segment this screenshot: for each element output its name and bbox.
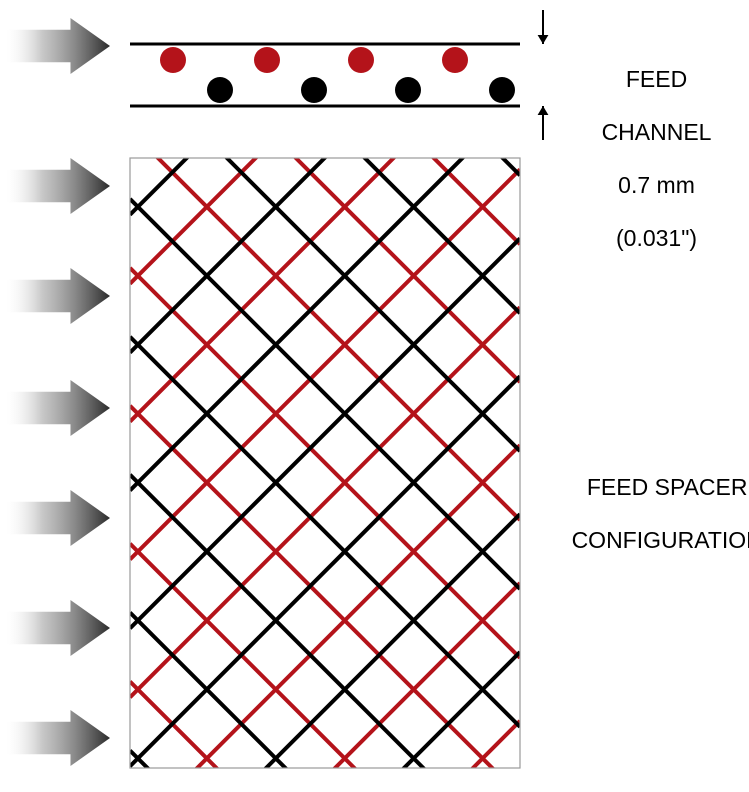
flow-arrow-icon [6,710,110,766]
feed-spacer-label-l1: FEED SPACER [587,474,748,500]
channel-black-dot [489,77,515,103]
flow-arrow-icon [6,600,110,656]
flow-arrow-icon [6,490,110,546]
channel-red-dot [442,47,468,73]
dimension-arrow-icon [538,106,549,115]
flow-arrow-icon [6,18,110,74]
mesh-line-red [130,721,520,792]
flow-arrow-icon [6,380,110,436]
mesh-line-red [130,583,520,792]
feed-channel-label-l1: FEED [626,66,687,92]
channel-black-dot [207,77,233,103]
feed-channel-label: FEED CHANNEL 0.7 mm (0.031") [576,40,711,278]
feed-spacer-label: FEED SPACER CONFIGURATION [546,448,749,580]
channel-red-dot [254,47,280,73]
feed-channel-label-l4: (0.031") [616,225,697,251]
channel-black-dot [301,77,327,103]
mesh-line-black [130,0,520,313]
mesh-line-black [130,514,520,792]
feed-channel-label-l2: CHANNEL [602,119,712,145]
mesh-line-black [130,750,520,792]
dimension-arrow-icon [538,35,549,44]
flow-arrow-icon [6,268,110,324]
channel-black-dot [395,77,421,103]
diagram-stage: FEED CHANNEL 0.7 mm (0.031") FEED SPACER… [0,0,749,792]
flow-arrow-icon [6,158,110,214]
feed-spacer-label-l2: CONFIGURATION [572,527,749,553]
mesh-line-black [130,475,520,792]
spacer-mesh [130,0,520,792]
mesh-line-red [130,0,520,244]
channel-red-dot [348,47,374,73]
feed-channel-label-l3: 0.7 mm [618,172,695,198]
channel-red-dot [160,47,186,73]
